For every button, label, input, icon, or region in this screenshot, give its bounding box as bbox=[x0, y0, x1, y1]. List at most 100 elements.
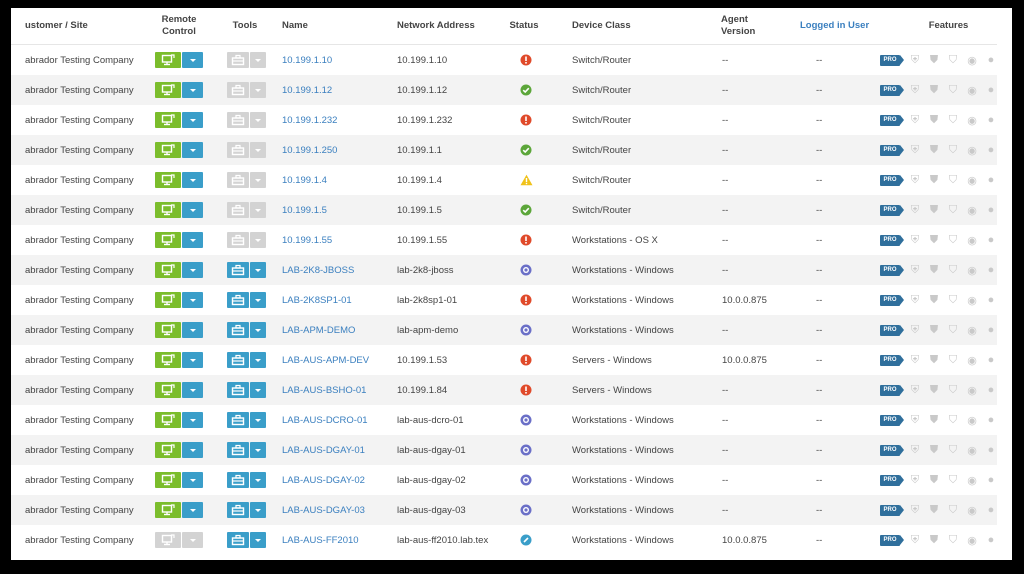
tools-dropdown[interactable] bbox=[250, 502, 266, 518]
tools-button[interactable] bbox=[227, 292, 249, 308]
shield-icon[interactable]: ⛨ bbox=[910, 233, 920, 246]
shield-icon[interactable]: ⛨ bbox=[910, 293, 920, 306]
table-row[interactable]: abrador Testing Company 10.199.1.5 10.199.… bbox=[11, 195, 997, 225]
tools-dropdown[interactable] bbox=[250, 292, 266, 308]
tools-dropdown[interactable] bbox=[250, 442, 266, 458]
header-name[interactable]: Name bbox=[282, 20, 308, 31]
device-name-link[interactable]: LAB-2K8SP1-01 bbox=[282, 294, 352, 306]
backup-icon[interactable]: ⛉ bbox=[948, 203, 958, 216]
backup-icon[interactable]: ⛉ bbox=[948, 383, 958, 396]
tools-button[interactable] bbox=[227, 202, 249, 218]
pro-badge[interactable]: PRO bbox=[880, 534, 904, 546]
shield-icon[interactable]: ⛨ bbox=[910, 173, 920, 186]
shield-icon[interactable]: ⛨ bbox=[910, 323, 920, 336]
device-name-link[interactable]: 10.199.1.4 bbox=[282, 174, 327, 186]
pro-badge[interactable]: PRO bbox=[880, 324, 904, 336]
status-pending-icon[interactable] bbox=[516, 315, 536, 345]
monitoring-icon[interactable]: ● bbox=[987, 54, 995, 66]
remote-control-button[interactable] bbox=[155, 82, 181, 98]
device-name-link[interactable]: LAB-AUS-DGAY-03 bbox=[282, 504, 365, 516]
tools-button[interactable] bbox=[227, 142, 249, 158]
security-icon[interactable]: ⛊ bbox=[929, 233, 939, 246]
security-icon[interactable]: ⛊ bbox=[929, 413, 939, 426]
pro-badge[interactable]: PRO bbox=[880, 174, 904, 186]
patch-icon[interactable]: ◉ bbox=[967, 294, 977, 307]
patch-icon[interactable]: ◉ bbox=[967, 204, 977, 217]
tools-dropdown[interactable] bbox=[250, 172, 266, 188]
remote-control-button[interactable] bbox=[155, 502, 181, 518]
security-icon[interactable]: ⛊ bbox=[929, 323, 939, 336]
status-error-icon[interactable] bbox=[516, 45, 536, 75]
device-name-link[interactable]: 10.199.1.10 bbox=[282, 54, 333, 66]
tools-dropdown[interactable] bbox=[250, 322, 266, 338]
remote-control-dropdown[interactable] bbox=[182, 112, 203, 128]
backup-icon[interactable]: ⛉ bbox=[948, 323, 958, 336]
pro-badge[interactable]: PRO bbox=[880, 234, 904, 246]
security-icon[interactable]: ⛊ bbox=[929, 203, 939, 216]
pro-badge[interactable]: PRO bbox=[880, 144, 904, 156]
remote-control-button[interactable] bbox=[155, 532, 181, 548]
pro-badge[interactable]: PRO bbox=[880, 264, 904, 276]
status-pending-icon[interactable] bbox=[516, 405, 536, 435]
tools-dropdown[interactable] bbox=[250, 382, 266, 398]
remote-control-button[interactable] bbox=[155, 262, 181, 278]
header-agent-version[interactable]: Agent Version bbox=[721, 14, 756, 37]
security-icon[interactable]: ⛊ bbox=[929, 83, 939, 96]
table-row[interactable]: abrador Testing Company 10.199.1.4 10.199.… bbox=[11, 165, 997, 195]
remote-control-dropdown[interactable] bbox=[182, 502, 203, 518]
pro-badge[interactable]: PRO bbox=[880, 204, 904, 216]
tools-button[interactable] bbox=[227, 412, 249, 428]
remote-control-button[interactable] bbox=[155, 352, 181, 368]
security-icon[interactable]: ⛊ bbox=[929, 383, 939, 396]
remote-control-button[interactable] bbox=[155, 382, 181, 398]
remote-control-dropdown[interactable] bbox=[182, 382, 203, 398]
pro-badge[interactable]: PRO bbox=[880, 114, 904, 126]
header-customer-site[interactable]: ustomer / Site bbox=[25, 20, 88, 31]
tools-dropdown[interactable] bbox=[250, 472, 266, 488]
remote-control-dropdown[interactable] bbox=[182, 442, 203, 458]
tools-button[interactable] bbox=[227, 382, 249, 398]
monitoring-icon[interactable]: ● bbox=[987, 264, 995, 276]
remote-control-dropdown[interactable] bbox=[182, 352, 203, 368]
monitoring-icon[interactable]: ● bbox=[987, 84, 995, 96]
remote-control-button[interactable] bbox=[155, 472, 181, 488]
tools-button[interactable] bbox=[227, 82, 249, 98]
device-name-link[interactable]: 10.199.1.232 bbox=[282, 114, 338, 126]
backup-icon[interactable]: ⛉ bbox=[948, 473, 958, 486]
device-name-link[interactable]: 10.199.1.5 bbox=[282, 204, 327, 216]
shield-icon[interactable]: ⛨ bbox=[910, 413, 920, 426]
monitoring-icon[interactable]: ● bbox=[987, 534, 995, 546]
tools-button[interactable] bbox=[227, 52, 249, 68]
device-name-link[interactable]: 10.199.1.55 bbox=[282, 234, 333, 246]
table-row[interactable]: abrador Testing Company LAB-AUS-DGAY-01 la… bbox=[11, 435, 997, 465]
monitoring-icon[interactable]: ● bbox=[987, 444, 995, 456]
backup-icon[interactable]: ⛉ bbox=[948, 443, 958, 456]
table-row[interactable]: abrador Testing Company LAB-AUS-APM-DEV 10… bbox=[11, 345, 997, 375]
remote-control-dropdown[interactable] bbox=[182, 412, 203, 428]
shield-icon[interactable]: ⛨ bbox=[910, 383, 920, 396]
security-icon[interactable]: ⛊ bbox=[929, 173, 939, 186]
status-error-icon[interactable] bbox=[516, 105, 536, 135]
shield-icon[interactable]: ⛨ bbox=[910, 473, 920, 486]
patch-icon[interactable]: ◉ bbox=[967, 504, 977, 517]
backup-icon[interactable]: ⛉ bbox=[948, 503, 958, 516]
shield-icon[interactable]: ⛨ bbox=[910, 83, 920, 96]
tools-dropdown[interactable] bbox=[250, 412, 266, 428]
table-row[interactable]: abrador Testing Company 10.199.1.250 10.19… bbox=[11, 135, 997, 165]
remote-control-dropdown[interactable] bbox=[182, 142, 203, 158]
monitoring-icon[interactable]: ● bbox=[987, 384, 995, 396]
remote-control-button[interactable] bbox=[155, 442, 181, 458]
backup-icon[interactable]: ⛉ bbox=[948, 113, 958, 126]
header-network-address[interactable]: Network Address bbox=[397, 20, 475, 31]
device-name-link[interactable]: LAB-APM-DEMO bbox=[282, 324, 356, 336]
tools-button[interactable] bbox=[227, 442, 249, 458]
patch-icon[interactable]: ◉ bbox=[967, 84, 977, 97]
device-name-link[interactable]: LAB-AUS-FF2010 bbox=[282, 534, 359, 546]
tools-button[interactable] bbox=[227, 502, 249, 518]
status-ok-icon[interactable] bbox=[516, 75, 536, 105]
table-row[interactable]: abrador Testing Company LAB-AUS-FF2010 lab… bbox=[11, 525, 997, 553]
remote-control-button[interactable] bbox=[155, 52, 181, 68]
tools-dropdown[interactable] bbox=[250, 232, 266, 248]
patch-icon[interactable]: ◉ bbox=[967, 354, 977, 367]
patch-icon[interactable]: ◉ bbox=[967, 54, 977, 67]
